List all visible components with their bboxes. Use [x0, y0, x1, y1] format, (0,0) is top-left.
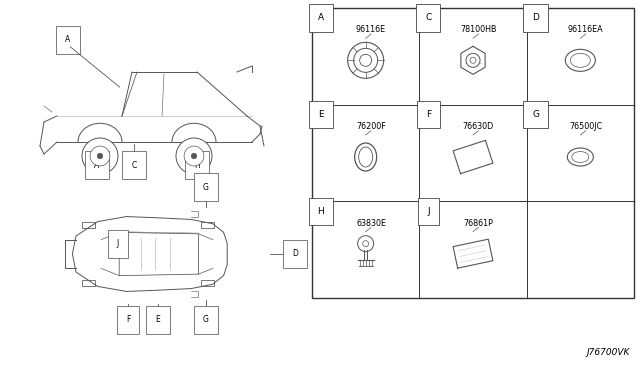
Circle shape [466, 53, 480, 67]
Text: D: D [292, 250, 298, 259]
Circle shape [97, 153, 102, 159]
Text: G: G [203, 183, 209, 192]
Circle shape [176, 138, 212, 174]
Text: F: F [426, 110, 431, 119]
Bar [83, 280, 95, 286]
Ellipse shape [565, 49, 595, 71]
Text: 63830E: 63830E [356, 219, 386, 228]
Text: H: H [194, 160, 200, 170]
Ellipse shape [572, 151, 589, 163]
Circle shape [191, 153, 196, 159]
Text: F: F [126, 315, 130, 324]
Circle shape [82, 138, 118, 174]
Text: 76200F: 76200F [356, 122, 386, 131]
Circle shape [354, 48, 378, 72]
Text: 76861P: 76861P [463, 219, 493, 228]
Circle shape [90, 146, 110, 166]
Text: J76700VK: J76700VK [587, 348, 630, 357]
Text: H: H [317, 207, 324, 216]
Text: C: C [425, 13, 431, 22]
Text: 76630D: 76630D [463, 122, 494, 131]
Text: 96116EA: 96116EA [568, 26, 604, 35]
Bar [312, 8, 634, 298]
Polygon shape [453, 140, 493, 174]
Text: E: E [318, 110, 324, 119]
Text: A: A [94, 160, 100, 170]
Text: J: J [117, 240, 119, 248]
Circle shape [184, 146, 204, 166]
Text: G: G [532, 110, 539, 119]
Ellipse shape [570, 53, 590, 67]
Bar [200, 222, 214, 228]
Text: 76500JC: 76500JC [569, 122, 602, 131]
Text: 96116E: 96116E [356, 26, 386, 35]
Text: A: A [318, 13, 324, 22]
Text: J: J [427, 207, 429, 216]
Text: 78100HB: 78100HB [460, 26, 497, 35]
Circle shape [360, 54, 372, 66]
Circle shape [470, 57, 476, 63]
Text: E: E [156, 315, 161, 324]
Bar [83, 222, 95, 228]
Ellipse shape [567, 148, 593, 166]
Polygon shape [453, 239, 493, 268]
Ellipse shape [355, 143, 377, 171]
Bar [200, 280, 214, 286]
Text: G: G [203, 315, 209, 324]
Circle shape [363, 241, 369, 247]
Circle shape [358, 236, 374, 252]
Text: D: D [532, 13, 539, 22]
Text: C: C [131, 160, 136, 170]
Text: A: A [65, 35, 70, 45]
Ellipse shape [358, 147, 372, 167]
Circle shape [348, 42, 383, 78]
